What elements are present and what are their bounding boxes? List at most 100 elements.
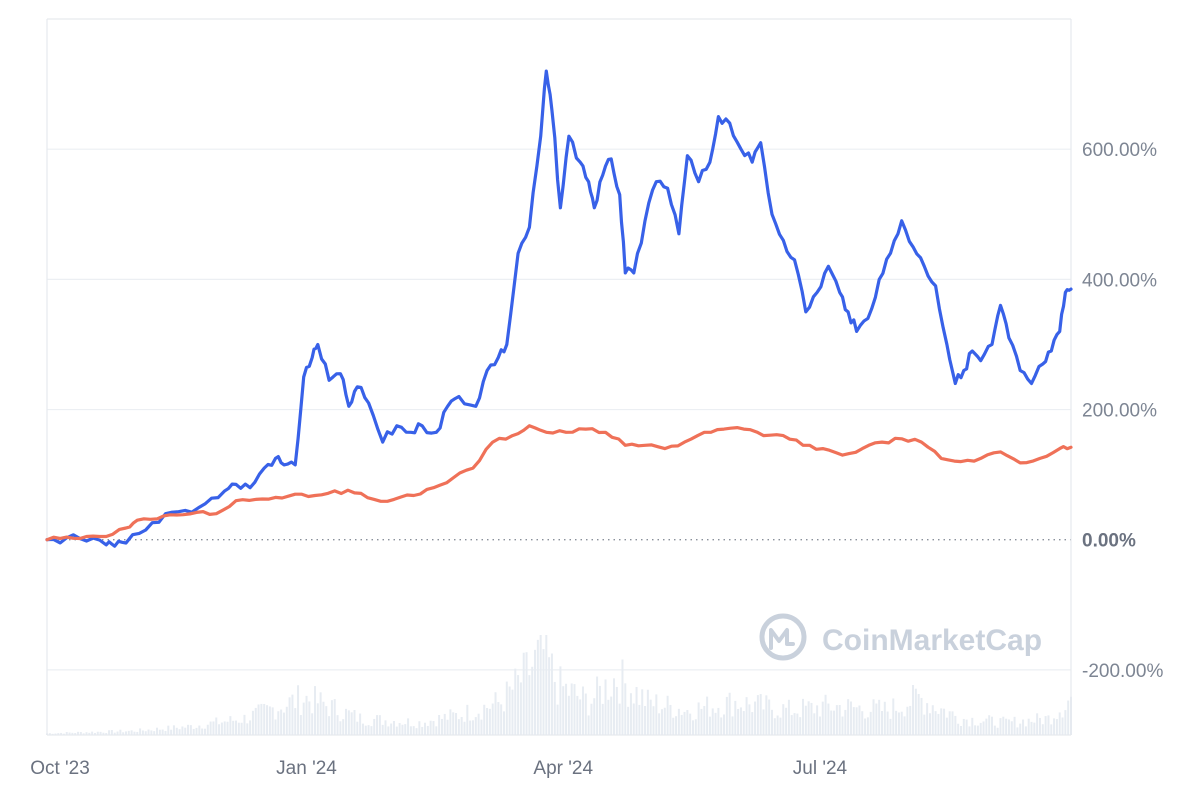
volume-bar [847, 699, 850, 735]
volume-bar [102, 732, 105, 735]
volume-bar [325, 706, 328, 735]
volume-bar [342, 719, 345, 735]
volume-bar [539, 635, 542, 735]
volume-bar [409, 726, 412, 735]
volume-bar [517, 675, 520, 735]
volume-bar [88, 732, 91, 735]
volume-bar [993, 725, 996, 735]
y-tick-label: 200.00% [1082, 401, 1157, 422]
volume-bar [697, 702, 700, 735]
volume-bar [872, 699, 875, 735]
volume-bar [1033, 722, 1036, 735]
volume-bar [350, 712, 353, 735]
volume-bar [161, 729, 164, 735]
volume-bar [429, 720, 432, 735]
volume-bar [127, 730, 130, 735]
volume-bar [683, 711, 686, 735]
volume-bar [1016, 727, 1019, 735]
volume-bar [635, 686, 638, 735]
volume-bar [663, 707, 666, 735]
x-tick-label: Oct '23 [30, 758, 90, 779]
volume-bar [889, 718, 892, 735]
volume-bar [875, 703, 878, 735]
volume-bar [525, 652, 528, 735]
volume-bar [821, 701, 824, 735]
volume-bar [460, 717, 463, 735]
volume-bar [776, 715, 779, 735]
volume-bar [302, 702, 305, 735]
volume-bar [82, 733, 85, 735]
volume-bar [395, 726, 398, 735]
volume-bar [878, 699, 881, 735]
volume-bar [802, 698, 805, 735]
volume-bar [141, 730, 144, 735]
volume-bar [841, 716, 844, 735]
volume-bar [328, 716, 331, 735]
volume-bar [855, 707, 858, 735]
volume-bar [959, 725, 962, 735]
volume-bar [790, 715, 793, 735]
volume-bar [576, 695, 579, 735]
volume-bar [731, 716, 734, 735]
volume-bar [1036, 713, 1039, 735]
plot-frame [46, 18, 1072, 736]
volume-bar [996, 727, 999, 735]
volume-bar [649, 699, 652, 735]
volume-bar [108, 730, 111, 735]
volume-bar [215, 717, 218, 735]
volume-bar [827, 703, 830, 735]
y-axis-ticks: -200.00% 0.00% 200.00% 400.00% 600.00% [1082, 140, 1163, 682]
volume-bar [700, 708, 703, 735]
volume-bar [677, 708, 680, 735]
volume-bar [471, 720, 474, 735]
volume-bar [294, 708, 297, 735]
volume-bar [68, 732, 71, 735]
volume-bar [85, 732, 88, 735]
volume-bar [545, 635, 548, 735]
volume-bar [347, 710, 350, 735]
volume-bar [680, 714, 683, 735]
volume-bar [356, 721, 359, 735]
volume-bar [779, 717, 782, 735]
volume-bar [316, 703, 319, 735]
volume-bar [1007, 719, 1010, 735]
volume-bar [556, 704, 559, 735]
volume-bar [1061, 717, 1064, 735]
y-tick-label: 0.00% [1082, 531, 1136, 552]
volume-bar [641, 689, 644, 735]
volume-bar [446, 719, 449, 735]
volume-bar [976, 725, 979, 735]
watermark: CoinMarketCap [759, 613, 1042, 661]
volume-bar [330, 700, 333, 735]
volume-bar [866, 717, 869, 735]
volume-bar [920, 697, 923, 735]
volume-bar [629, 693, 632, 735]
volume-bar [714, 712, 717, 735]
volume-bar [505, 681, 508, 735]
volume-bar [652, 706, 655, 735]
volume-bar [299, 715, 302, 735]
volume-bar [900, 711, 903, 735]
volume-bar [206, 724, 209, 735]
volume-bar [971, 717, 974, 735]
volume-bar [824, 694, 827, 735]
volume-bar [581, 686, 584, 735]
volume-bar [305, 695, 308, 735]
volume-bar [452, 712, 455, 735]
watermark-text: CoinMarketCap [822, 624, 1042, 657]
volume-bar [178, 729, 181, 735]
volume-bar [621, 659, 624, 735]
volume-bar [116, 731, 119, 735]
volume-bar [175, 727, 178, 735]
coinmarketcap-logo-m-icon [769, 628, 795, 650]
volume-bar [62, 733, 65, 735]
volume-bar [384, 720, 387, 735]
coinmarketcap-logo-icon [759, 613, 807, 661]
volume-bar [550, 653, 553, 735]
volume-bar [1019, 723, 1022, 735]
volume-bar [607, 699, 610, 735]
volume-bar [598, 685, 601, 735]
volume-bar [562, 686, 565, 735]
volume-bar [703, 705, 706, 735]
